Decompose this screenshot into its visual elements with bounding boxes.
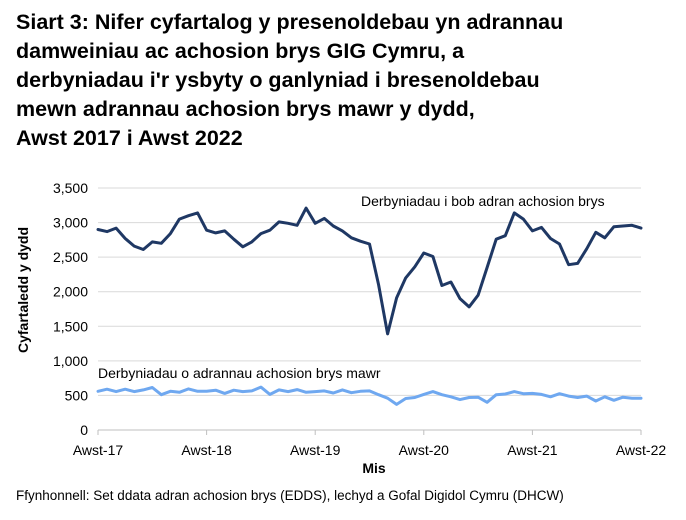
title-line: mewn adrannau achosion brys mawr y dydd, bbox=[16, 97, 475, 121]
y-tick-label: 1,500 bbox=[53, 318, 88, 334]
y-tick-label: 2,000 bbox=[53, 284, 88, 300]
y-tick-label: 500 bbox=[65, 387, 89, 403]
series-lines bbox=[96, 206, 643, 406]
chart-title: Siart 3: Nifer cyfartalog y presenoldeba… bbox=[16, 8, 676, 153]
x-axis-title: Mis bbox=[362, 460, 386, 476]
gridlines bbox=[98, 187, 641, 396]
source-note: Ffynhonnell: Set ddata adran achosion br… bbox=[16, 488, 564, 503]
line-chart: 0 500 1,000 1,500 2,000 2,500 3,000 3,500 Awst-… bbox=[15, 180, 667, 476]
series-label-major-admissions: Derbyniadau o adrannau achosion brys maw… bbox=[98, 365, 381, 381]
y-axis-ticks: 0 500 1,000 1,500 2,000 2,500 3,000 3,500 bbox=[53, 180, 88, 438]
x-tick-label: Awst-21 bbox=[507, 442, 558, 458]
x-tick-label: Awst-22 bbox=[616, 442, 667, 458]
title-line: Awst 2017 i Awst 2022 bbox=[16, 126, 243, 150]
x-tick-label: Awst-20 bbox=[399, 442, 450, 458]
series-line-all-attendances bbox=[96, 206, 643, 336]
x-tick-label: Awst-18 bbox=[181, 442, 232, 458]
title-line: Siart 3: Nifer cyfartalog y presenoldeba… bbox=[16, 10, 564, 34]
series-line-major-admissions bbox=[96, 385, 643, 406]
title-line: derbyniadau i'r ysbyty o ganlyniad i bre… bbox=[16, 68, 540, 92]
y-tick-label: 3,000 bbox=[53, 215, 88, 231]
x-tick-label: Awst-17 bbox=[73, 442, 124, 458]
y-tick-label: 1,000 bbox=[53, 353, 88, 369]
y-tick-label: 2,500 bbox=[53, 249, 88, 265]
x-axis: Awst-17 Awst-18 Awst-19 Awst-20 Awst-21 Awst-… bbox=[73, 429, 667, 458]
series-labels: Derbyniadau i bob adran achosion brys De… bbox=[98, 193, 605, 381]
y-tick-label: 3,500 bbox=[53, 180, 88, 196]
title-line: damweiniau ac achosion brys GIG Cymru, a bbox=[16, 39, 465, 63]
series-label-all-attendances: Derbyniadau i bob adran achosion brys bbox=[361, 193, 605, 209]
x-tick-label: Awst-19 bbox=[290, 442, 341, 458]
y-tick-label: 0 bbox=[80, 422, 88, 438]
y-axis-title: Cyfartaledd y dydd bbox=[15, 227, 31, 353]
